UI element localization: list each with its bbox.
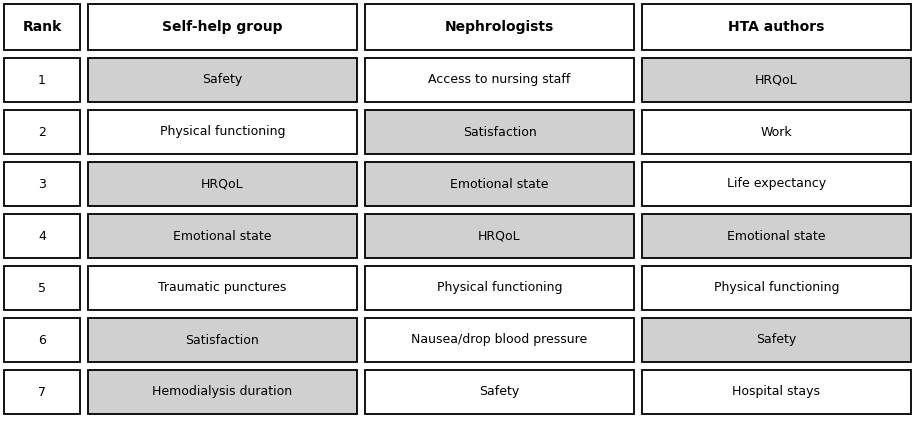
- Text: Nausea/drop blood pressure: Nausea/drop blood pressure: [411, 334, 588, 347]
- Text: Traumatic punctures: Traumatic punctures: [158, 282, 287, 295]
- Text: Rank: Rank: [22, 20, 61, 34]
- Text: 3: 3: [38, 178, 46, 190]
- Bar: [88, 370, 357, 414]
- Bar: [642, 214, 911, 258]
- Bar: [88, 58, 357, 102]
- Text: HRQoL: HRQoL: [202, 178, 244, 190]
- Bar: [365, 58, 634, 102]
- Text: Self-help group: Self-help group: [162, 20, 283, 34]
- Bar: [4, 214, 80, 258]
- Text: Work: Work: [760, 126, 792, 138]
- Text: Satisfaction: Satisfaction: [463, 126, 537, 138]
- Text: Nephrologists: Nephrologists: [445, 20, 554, 34]
- Bar: [642, 58, 911, 102]
- Text: 6: 6: [38, 334, 46, 347]
- Text: 5: 5: [38, 282, 46, 295]
- Bar: [4, 110, 80, 154]
- Text: 1: 1: [38, 74, 46, 86]
- Text: Access to nursing staff: Access to nursing staff: [429, 74, 571, 86]
- Text: HRQoL: HRQoL: [755, 74, 798, 86]
- Bar: [365, 110, 634, 154]
- Bar: [4, 318, 80, 362]
- Bar: [88, 214, 357, 258]
- Bar: [4, 4, 80, 50]
- Text: Life expectancy: Life expectancy: [727, 178, 826, 190]
- Text: 2: 2: [38, 126, 46, 138]
- Text: Emotional state: Emotional state: [173, 230, 272, 243]
- Bar: [365, 162, 634, 206]
- Bar: [88, 110, 357, 154]
- Text: Emotional state: Emotional state: [727, 230, 825, 243]
- Text: Safety: Safety: [202, 74, 243, 86]
- Text: Hospital stays: Hospital stays: [733, 386, 821, 399]
- Bar: [88, 162, 357, 206]
- Bar: [642, 318, 911, 362]
- Bar: [88, 318, 357, 362]
- Text: Safety: Safety: [479, 386, 519, 399]
- Bar: [365, 318, 634, 362]
- Text: Physical functioning: Physical functioning: [714, 282, 839, 295]
- Text: 7: 7: [38, 386, 46, 399]
- Text: HRQoL: HRQoL: [478, 230, 521, 243]
- Bar: [88, 4, 357, 50]
- Bar: [4, 162, 80, 206]
- Bar: [4, 58, 80, 102]
- Text: HTA authors: HTA authors: [728, 20, 824, 34]
- Text: Physical functioning: Physical functioning: [437, 282, 562, 295]
- Text: Safety: Safety: [757, 334, 797, 347]
- Text: 4: 4: [38, 230, 46, 243]
- Bar: [4, 370, 80, 414]
- Bar: [642, 370, 911, 414]
- Text: Satisfaction: Satisfaction: [186, 334, 259, 347]
- Text: Emotional state: Emotional state: [451, 178, 549, 190]
- Bar: [365, 214, 634, 258]
- Bar: [365, 4, 634, 50]
- Bar: [642, 266, 911, 310]
- Bar: [642, 110, 911, 154]
- Text: Physical functioning: Physical functioning: [159, 126, 285, 138]
- Bar: [88, 266, 357, 310]
- Bar: [642, 162, 911, 206]
- Text: Hemodialysis duration: Hemodialysis duration: [152, 386, 292, 399]
- Bar: [365, 370, 634, 414]
- Bar: [365, 266, 634, 310]
- Bar: [642, 4, 911, 50]
- Bar: [4, 266, 80, 310]
